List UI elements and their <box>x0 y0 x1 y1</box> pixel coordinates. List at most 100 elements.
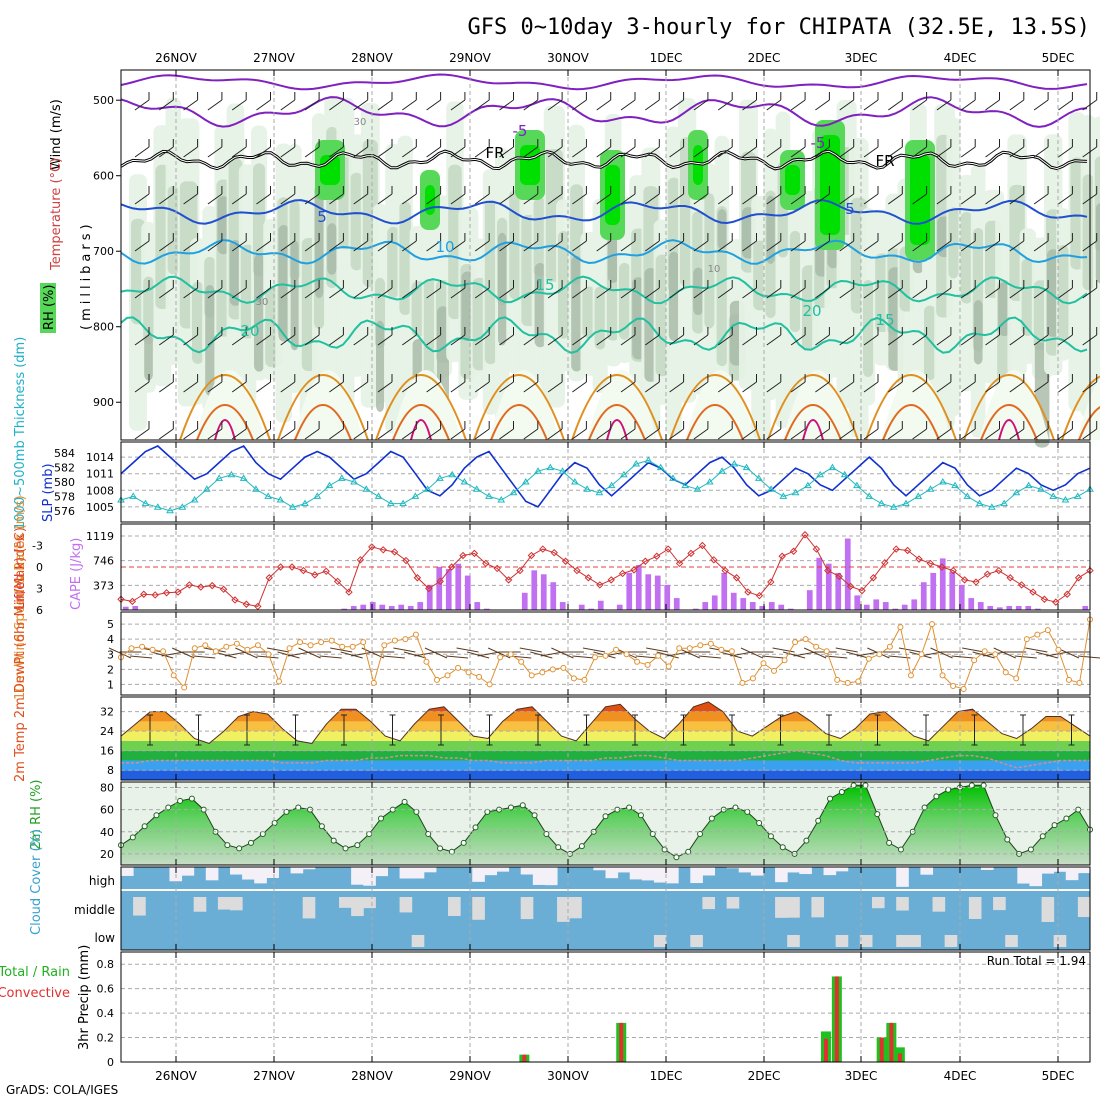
wind-barb <box>985 186 1000 205</box>
precip-convective-bar <box>889 1022 894 1062</box>
wind-barb <box>766 421 782 440</box>
wind-barb <box>839 233 855 252</box>
lifted-index-point <box>892 545 900 553</box>
rh-point <box>472 824 479 831</box>
thickness-tick-label: 578 <box>54 490 75 503</box>
wind-barb <box>207 92 223 111</box>
thickness-point <box>889 503 898 510</box>
temp-tick-label: 32 <box>100 706 114 719</box>
wind-barb <box>159 139 174 158</box>
thickness-point <box>129 492 138 499</box>
cape-bar <box>417 602 424 610</box>
date-label-bottom: 5DEC <box>1042 1069 1075 1083</box>
wind-barb <box>403 651 427 659</box>
cape-bar <box>702 602 709 610</box>
rh-tick-label: 20 <box>100 848 114 861</box>
temp-band <box>121 701 1090 712</box>
wind-barb <box>280 233 296 252</box>
wind-barb <box>1014 655 1037 659</box>
lifted-index-point <box>197 583 205 591</box>
cape-bar <box>673 598 680 610</box>
wind-barb <box>782 651 806 659</box>
cloud-gap <box>205 867 219 881</box>
wind-barb <box>134 186 150 205</box>
wind-barb <box>280 186 296 205</box>
wind-barb <box>150 651 174 659</box>
chart-title: GFS 0~10day 3-hourly for CHIPATA (32.5E,… <box>467 15 1090 40</box>
wind-barb <box>193 655 216 659</box>
wind-barb <box>474 186 490 205</box>
wind-barb <box>171 647 195 659</box>
wind-speed-point <box>275 678 282 685</box>
wind-barb <box>620 92 636 111</box>
wind-speed-point <box>486 681 493 688</box>
thickness-point <box>521 478 530 485</box>
cape-bar <box>1034 608 1041 610</box>
wind-barb <box>304 233 320 252</box>
wind-barb <box>183 233 199 252</box>
wind-barb <box>863 421 879 440</box>
temp-band <box>121 711 1090 722</box>
wind-speed-point <box>907 672 914 679</box>
wind-barb <box>693 92 709 111</box>
wind-barb <box>402 280 417 299</box>
cloud-gap <box>569 897 582 919</box>
rh-point <box>637 812 644 819</box>
thickness-point <box>705 478 714 485</box>
wind-barb <box>839 139 855 158</box>
lifted-index-point <box>561 557 570 565</box>
minmax-whisker <box>777 714 784 746</box>
wind-barb <box>547 139 563 158</box>
wind-barb <box>207 374 223 393</box>
isotherm-line <box>196 404 254 441</box>
minmax-whisker <box>583 714 590 746</box>
wind-barb <box>863 327 879 346</box>
wind-barb <box>266 647 290 653</box>
cloud-gap <box>411 867 425 879</box>
wind-barb <box>393 647 416 653</box>
rh-point <box>803 837 810 844</box>
wind-barb <box>742 233 757 252</box>
lifted-index-point <box>482 559 490 568</box>
rh-shade <box>605 165 620 225</box>
cape-bar <box>930 572 937 610</box>
cape-bar <box>407 606 414 610</box>
wind-barb <box>742 186 757 205</box>
rh-point <box>886 839 893 846</box>
cloud-gap <box>181 867 195 876</box>
wind-speed-point <box>939 672 946 679</box>
wind-barb <box>793 651 816 657</box>
cloud-gap <box>472 897 485 920</box>
thickness-point <box>1037 485 1045 492</box>
date-label-bottom: 1DEC <box>650 1069 683 1083</box>
wind-barb <box>790 421 806 440</box>
cloud-gap <box>290 867 304 874</box>
cloud-gap <box>775 897 788 918</box>
minmax-whisker <box>438 714 444 746</box>
cloud-gap <box>702 867 716 876</box>
y-axis-label: 2m Temp 2m DewPt (6hr Min/Max) (°C) <box>13 527 28 782</box>
wind-barb <box>572 280 587 299</box>
cape-bar <box>835 572 842 610</box>
wind-speed-point <box>444 672 451 679</box>
contour-label: 5 <box>317 208 327 226</box>
minmax-whisker <box>874 714 881 746</box>
wind-speed-point <box>781 657 788 664</box>
rh-shade <box>979 370 1049 440</box>
wind-barb <box>572 374 587 393</box>
lifted-index-point <box>824 566 832 575</box>
cape-bar <box>379 604 386 610</box>
wind-barb <box>888 374 903 393</box>
contour-label: -5 <box>513 122 528 140</box>
wind-barb <box>426 92 442 111</box>
cloud-gap <box>702 897 716 910</box>
lifted-index-point <box>356 556 365 564</box>
lifted-index-point <box>219 585 228 593</box>
rh-shade <box>910 155 930 245</box>
wind-barb <box>669 421 685 440</box>
date-label-top: 5DEC <box>1042 51 1075 65</box>
wind-barb <box>340 651 363 659</box>
wind-speed-point <box>644 661 651 668</box>
wind-barb <box>377 233 393 252</box>
wind-speed-point <box>792 639 799 646</box>
